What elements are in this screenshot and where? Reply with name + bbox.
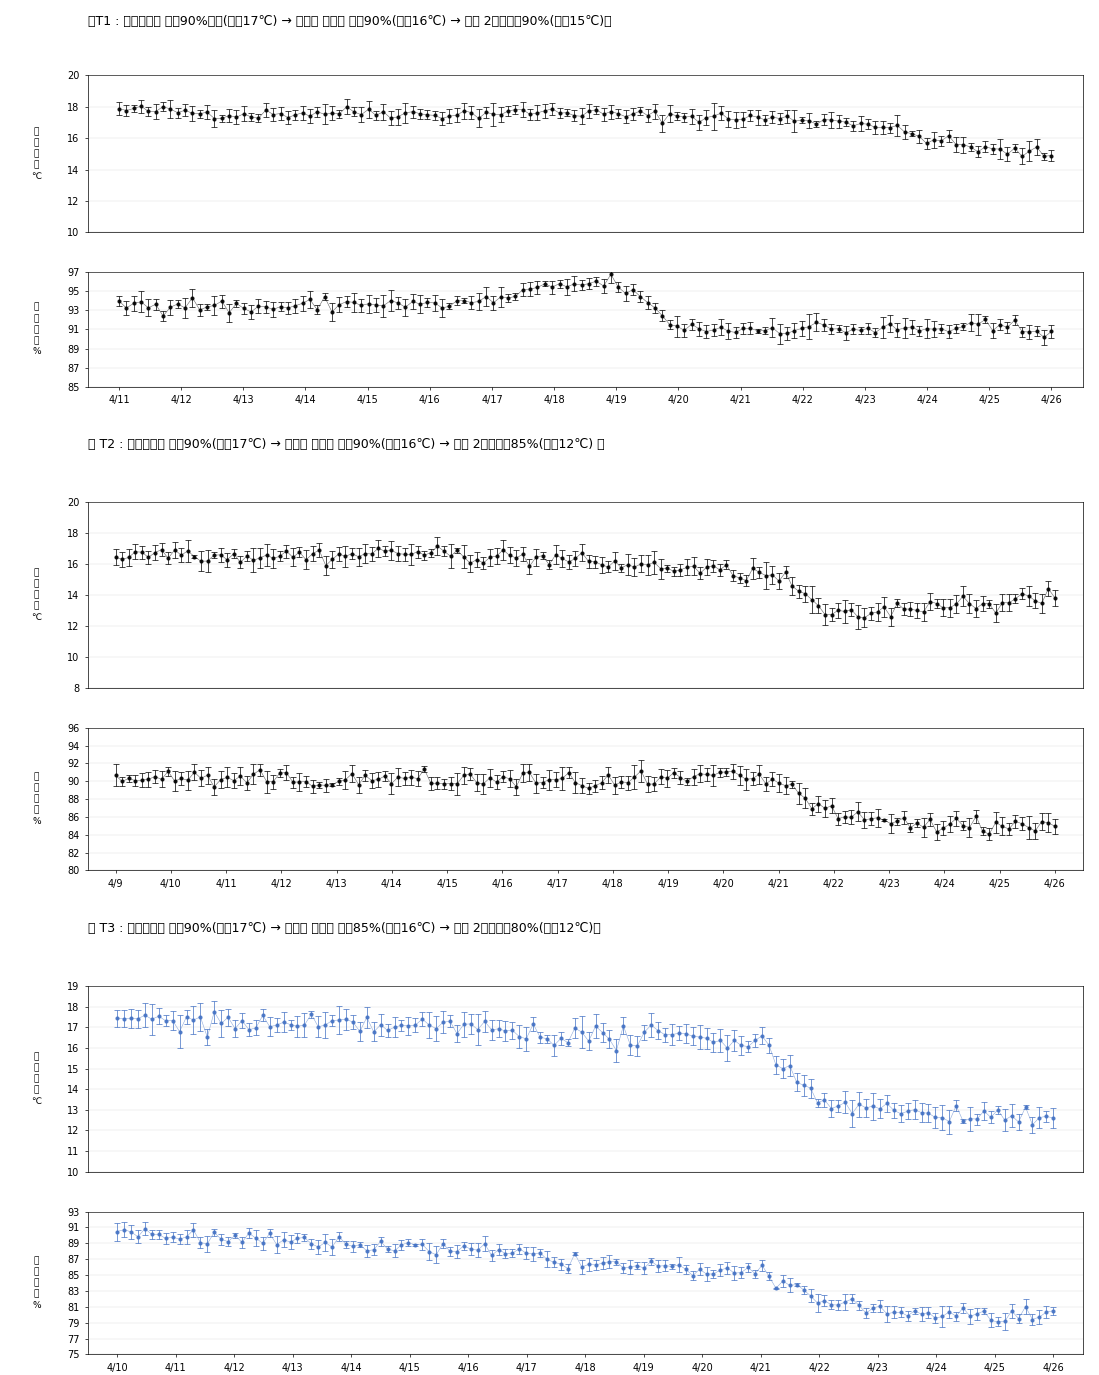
Y-axis label: 내
부
온
도
℃: 내 부 온 도 ℃ [32,128,42,180]
Text: 【T1 : 발아유도기 습도90%이상(온도17℃) → 자실체 신장기 습도90%(온도16℃) → 수확 2일전습도90%(온도15℃)】: 【T1 : 발아유도기 습도90%이상(온도17℃) → 자실체 신장기 습도9… [88,15,611,28]
Y-axis label: 내
부
습
도
%: 내 부 습 도 % [32,302,41,356]
Y-axis label: 내
부
습
도
%: 내 부 습 도 % [32,1257,41,1310]
Text: 【 T2 : 발아유도기 습도90%(온도17℃) → 자실체 신장기 습도90%(온도16℃) → 수확 2일전습도85%(온도12℃) 】: 【 T2 : 발아유도기 습도90%(온도17℃) → 자실체 신장기 습도90… [88,437,604,451]
Y-axis label: 내
부
온
도
℃: 내 부 온 도 ℃ [32,1052,42,1106]
Y-axis label: 내
부
온
도
℃: 내 부 온 도 ℃ [32,568,42,622]
Y-axis label: 내
부
습
도
%: 내 부 습 도 % [32,773,41,826]
Text: 【 T3 : 발아유도기 습도90%(온도17℃) → 자실체 신장기 습도85%(온도16℃) → 수확 2일전습도80%(온도12℃)】: 【 T3 : 발아유도기 습도90%(온도17℃) → 자실체 신장기 습도85… [88,921,601,935]
